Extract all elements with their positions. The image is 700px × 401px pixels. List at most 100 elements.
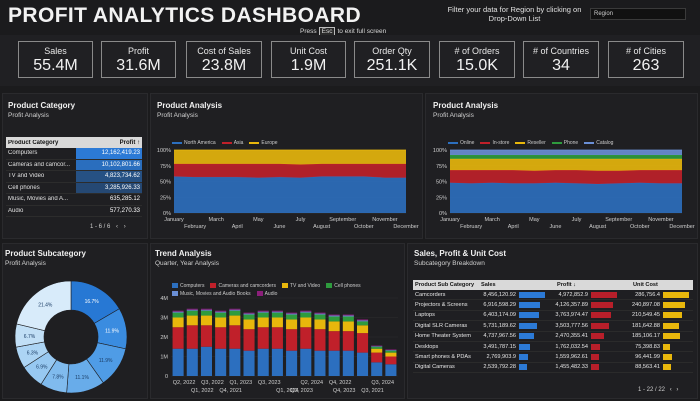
trend-bar-segment[interactable] [314, 314, 326, 320]
trend-bar-segment[interactable] [257, 327, 269, 349]
trend-bar-segment[interactable] [342, 314, 354, 316]
area-series-3[interactable] [450, 155, 682, 159]
trend-bar-segment[interactable] [229, 310, 241, 316]
header-profit[interactable]: Profit ↓ [557, 282, 576, 288]
trend-bar-segment[interactable] [243, 350, 255, 376]
trend-bar-segment[interactable] [286, 312, 298, 314]
area-series-2[interactable] [450, 158, 682, 171]
area-series-4[interactable] [450, 150, 682, 156]
trend-bar-segment[interactable] [257, 312, 269, 318]
trend-bar-segment[interactable] [271, 317, 283, 328]
trend-bar-segment[interactable] [328, 314, 340, 316]
trend-bar-segment[interactable] [172, 312, 184, 318]
trend-bar-segment[interactable] [200, 346, 213, 376]
trend-bar-segment[interactable] [215, 348, 227, 376]
legend-item[interactable]: Music, Movies and Audio Books [172, 291, 251, 297]
trend-bar-segment[interactable] [356, 319, 369, 321]
trend-bar-segment[interactable] [271, 327, 283, 349]
trend-bar-segment[interactable] [385, 350, 397, 353]
table-row[interactable]: Computers 12,162,419.23 [6, 148, 142, 160]
trend-bar-segment[interactable] [172, 311, 184, 313]
trend-bar-segment[interactable] [229, 308, 241, 310]
prev-page-icon[interactable]: ‹ [116, 224, 119, 230]
area-series-1[interactable] [450, 170, 682, 185]
trend-bar-segment[interactable] [371, 345, 383, 347]
legend-item[interactable]: Audio [256, 291, 277, 297]
donut-slice[interactable] [16, 280, 72, 332]
table-row[interactable]: Home Theater System 4,737,967.56 2,470,355… [413, 332, 693, 342]
legend-item[interactable]: Asia [221, 140, 243, 146]
trend-bar-segment[interactable] [215, 317, 227, 328]
trend-bar-segment[interactable] [186, 325, 198, 349]
table-row[interactable]: TV and Video 4,823,734.62 [6, 171, 142, 183]
trend-bar-segment[interactable] [300, 311, 312, 313]
trend-bar-segment[interactable] [342, 321, 354, 332]
trend-bar-segment[interactable] [356, 333, 369, 353]
trend-bar-segment[interactable] [371, 348, 383, 353]
trend-bar-segment[interactable] [314, 313, 326, 315]
kpi-orders[interactable]: # of Orders 15.0K [439, 41, 515, 78]
trend-bar-segment[interactable] [286, 319, 298, 330]
trend-bar-segment[interactable] [200, 310, 213, 316]
trend-bar-segment[interactable] [300, 327, 312, 349]
trend-bar-segment[interactable] [229, 309, 241, 311]
header-sub-category[interactable]: Product Sub Category [415, 282, 475, 288]
trend-bar-segment[interactable] [371, 346, 383, 349]
trend-bar-segment[interactable] [286, 350, 298, 376]
trend-bar-segment[interactable] [314, 350, 326, 376]
table-row[interactable]: Smart phones & PDAs 2,769,903.9 1,559,962.… [413, 352, 693, 363]
table-row[interactable]: Projectors & Screens 6,916,598.29 4,126,35… [413, 300, 693, 311]
trend-bar-segment[interactable] [186, 348, 198, 376]
trend-bar-segment[interactable] [172, 348, 184, 376]
next-page-icon[interactable]: › [123, 224, 126, 230]
trend-bar-segment[interactable] [385, 352, 397, 357]
trend-bar-segment[interactable] [229, 325, 241, 349]
table-row[interactable]: Digital Cameras 2,539,792.28 1,455,482.33 8… [413, 363, 693, 374]
table-row[interactable]: Camcorders 8,456,120.92 4,972,852.9 286,756… [413, 290, 693, 301]
trend-bar-segment[interactable] [314, 312, 326, 314]
trend-bar-segment[interactable] [328, 331, 340, 351]
legend-item[interactable]: In-store [480, 140, 509, 146]
legend-item[interactable]: Europe [249, 140, 278, 146]
legend-item[interactable]: Computers [172, 283, 204, 289]
trend-bar-segment[interactable] [286, 314, 298, 320]
trend-bar-segment[interactable] [328, 316, 340, 322]
trend-bar-segment[interactable] [229, 315, 241, 326]
trend-bar-segment[interactable] [286, 329, 298, 351]
trend-bar-segment[interactable] [215, 327, 227, 349]
kpi-countries[interactable]: # of Countries 34 [523, 41, 599, 78]
trend-bar-segment[interactable] [172, 310, 184, 312]
trend-bar-segment[interactable] [186, 308, 198, 310]
trend-bar-segment[interactable] [371, 346, 383, 347]
area-series-0[interactable] [450, 182, 682, 213]
trend-bar-segment[interactable] [342, 350, 354, 376]
header-sales[interactable]: Sales [481, 282, 496, 288]
trend-bar-segment[interactable] [186, 315, 198, 326]
trend-bar-segment[interactable] [271, 311, 283, 313]
header-unit-cost[interactable]: Unit Cost [633, 282, 658, 288]
header-product-category[interactable]: Product Category [8, 139, 59, 146]
trend-bar-segment[interactable] [328, 315, 340, 317]
legend-item[interactable]: Online [448, 140, 474, 146]
kpi-unit-cost[interactable]: Unit Cost 1.9M [271, 41, 346, 78]
area-series-2[interactable] [174, 150, 406, 165]
header-profit[interactable]: Profit ↑ [119, 139, 140, 146]
trend-bar-segment[interactable] [200, 325, 213, 347]
trend-bar-segment[interactable] [257, 348, 269, 376]
trend-bar-segment[interactable] [385, 349, 397, 351]
trend-bar-segment[interactable] [271, 348, 283, 376]
trend-bar-segment[interactable] [356, 352, 369, 376]
prev-page-icon[interactable]: ‹ [669, 387, 672, 393]
trend-bar-segment[interactable] [300, 310, 312, 312]
trend-bar-segment[interactable] [257, 311, 269, 313]
trend-bar-segment[interactable] [385, 364, 397, 376]
trend-bar-segment[interactable] [186, 309, 198, 311]
trend-bar-segment[interactable] [371, 362, 383, 376]
trend-bar-segment[interactable] [314, 329, 326, 351]
kpi-cost-of-sales[interactable]: Cost of Sales 23.8M [186, 41, 262, 78]
trend-bar-segment[interactable] [300, 312, 312, 318]
legend-item[interactable]: Cell phones [326, 283, 361, 289]
trend-bar-segment[interactable] [257, 310, 269, 312]
trend-bar-segment[interactable] [328, 321, 340, 332]
trend-bar-segment[interactable] [371, 352, 383, 363]
